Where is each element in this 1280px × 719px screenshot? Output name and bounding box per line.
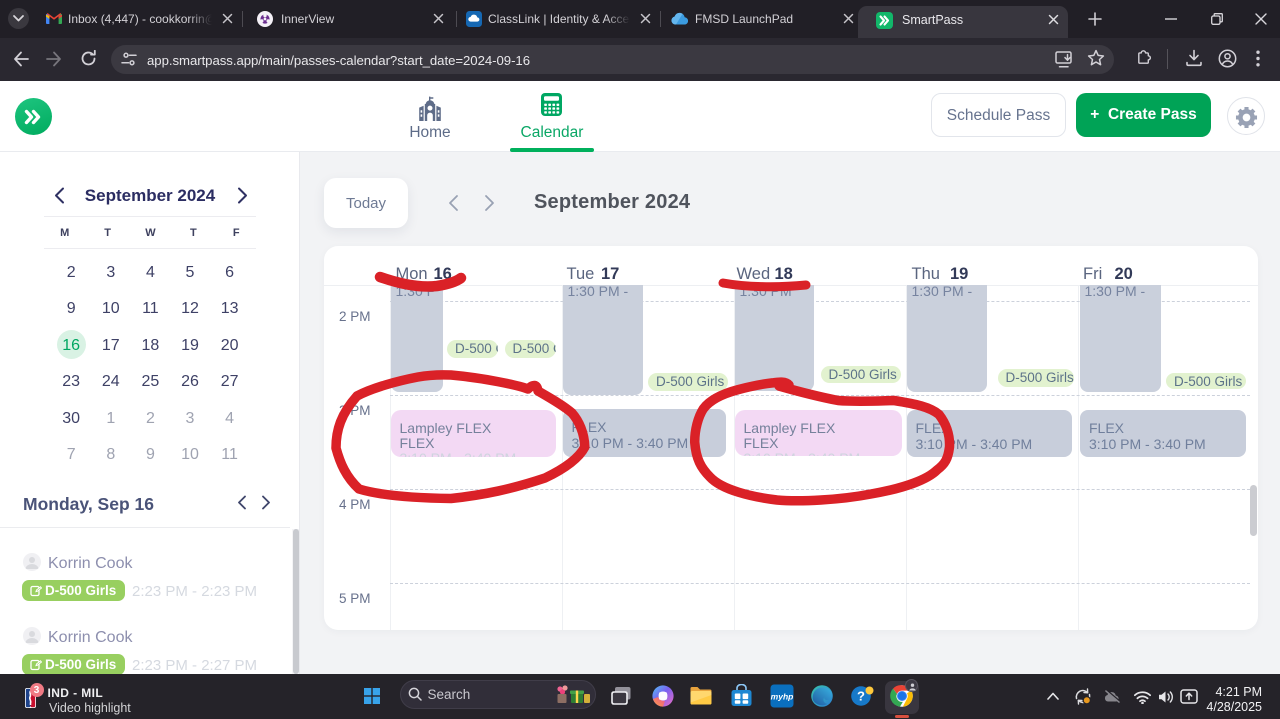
- svg-text:myhp: myhp: [771, 692, 794, 702]
- svg-text:?: ?: [857, 689, 865, 704]
